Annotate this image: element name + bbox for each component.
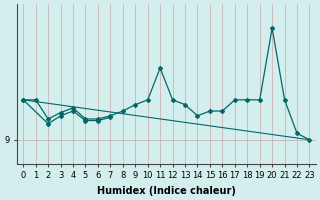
X-axis label: Humidex (Indice chaleur): Humidex (Indice chaleur) [97,186,236,196]
